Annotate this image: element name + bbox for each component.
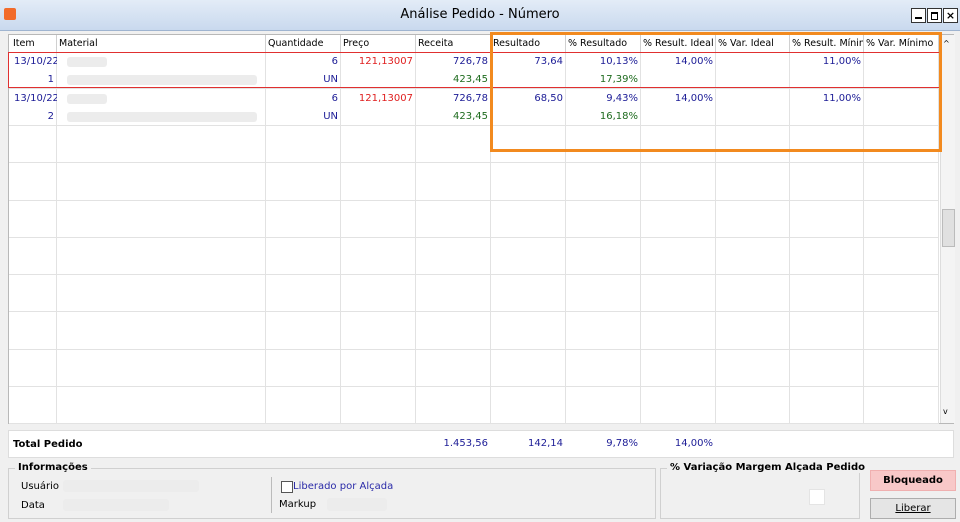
column-header: % Var. Mínimo xyxy=(864,35,939,52)
row-line xyxy=(9,423,939,424)
info-group: Informações Usuário Data Liberado por Al… xyxy=(8,462,656,519)
column-header: % Var. Ideal xyxy=(716,35,790,52)
cell: UN xyxy=(323,74,338,85)
release-button[interactable]: Liberar xyxy=(870,498,956,519)
checkbox[interactable] xyxy=(281,481,293,493)
minimize-button[interactable] xyxy=(911,8,926,23)
column-header: % Result. Mínimo xyxy=(790,35,864,52)
cell: 6 xyxy=(331,93,338,104)
cell: 73,64 xyxy=(534,56,563,67)
user-field xyxy=(63,480,199,492)
markup-label: Markup xyxy=(279,499,317,510)
date-field xyxy=(63,499,169,511)
row-line xyxy=(9,88,939,89)
cell: 6 xyxy=(331,56,338,67)
separator xyxy=(271,477,272,513)
scroll-up[interactable]: ^ xyxy=(943,39,950,48)
user-label: Usuário xyxy=(21,481,60,492)
variation-title: % Variação Margem Alçada Pedido xyxy=(667,462,869,473)
cell: UN xyxy=(323,111,338,122)
cell: 16,18% xyxy=(599,111,638,122)
cell: 13/10/22 xyxy=(14,93,57,104)
row-line xyxy=(9,125,939,126)
date-label: Data xyxy=(21,500,45,511)
column-header: Item xyxy=(11,35,57,52)
column-header: % Resultado xyxy=(566,35,641,52)
total-cell: 14,00% xyxy=(674,438,713,449)
cell: 14,00% xyxy=(674,93,713,104)
row-line xyxy=(9,162,939,163)
checkbox-label[interactable]: Liberado por Alçada xyxy=(293,481,394,492)
row-line xyxy=(9,311,939,312)
markup-field xyxy=(327,498,387,511)
scrollbar[interactable]: ^ v xyxy=(940,35,955,423)
cell: 2 xyxy=(47,111,54,122)
material-redacted xyxy=(67,57,107,67)
total-row: Total Pedido 1.453,56 142,14 9,78% 14,00% xyxy=(8,430,954,458)
total-cell: 9,78% xyxy=(606,438,638,449)
column-header: Material xyxy=(57,35,266,52)
cell: 68,50 xyxy=(534,93,563,104)
column-header: Resultado xyxy=(491,35,566,52)
title-bar: Análise Pedido - Número × xyxy=(0,0,960,31)
cell: 9,43% xyxy=(606,93,638,104)
cell: 726,78 xyxy=(453,93,488,104)
cell: 10,13% xyxy=(599,56,638,67)
window-title: Análise Pedido - Número xyxy=(400,7,560,22)
row-line xyxy=(9,274,939,275)
cell: 121,13007 xyxy=(358,93,413,104)
cell: 17,39% xyxy=(599,74,638,85)
row-line xyxy=(9,200,939,201)
cell: 423,45 xyxy=(453,111,488,122)
cell: 11,00% xyxy=(822,56,861,67)
variation-group: % Variação Margem Alçada Pedido xyxy=(660,462,869,519)
info-title: Informações xyxy=(15,462,91,473)
app-icon xyxy=(4,8,16,20)
material-redacted xyxy=(67,75,257,85)
cell: 121,13007 xyxy=(358,56,413,67)
material-redacted xyxy=(67,112,257,122)
row-line xyxy=(9,237,939,238)
cell: 726,78 xyxy=(453,56,488,67)
cell: 14,00% xyxy=(674,56,713,67)
cell: 11,00% xyxy=(822,93,861,104)
total-cell: 1.453,56 xyxy=(443,438,488,449)
column-header: % Result. Ideal xyxy=(641,35,716,52)
status-button[interactable]: Bloqueado xyxy=(870,470,956,491)
annotation-box xyxy=(490,32,942,152)
row-line xyxy=(9,349,939,350)
close-button[interactable]: × xyxy=(943,8,958,23)
maximize-button[interactable] xyxy=(927,8,942,23)
cell: 1 xyxy=(47,74,54,85)
column-header: Quantidade xyxy=(266,35,341,52)
total-label: Total Pedido xyxy=(13,439,83,450)
variation-field xyxy=(809,489,825,505)
cell: 423,45 xyxy=(453,74,488,85)
row-line xyxy=(9,386,939,387)
material-redacted xyxy=(67,94,107,104)
scroll-down[interactable]: v xyxy=(943,407,948,416)
column-header: Preço xyxy=(341,35,416,52)
cell: 13/10/22 xyxy=(14,56,57,67)
scroll-thumb[interactable] xyxy=(942,209,955,247)
total-cell: 142,14 xyxy=(528,438,563,449)
column-header: Receita xyxy=(416,35,491,52)
